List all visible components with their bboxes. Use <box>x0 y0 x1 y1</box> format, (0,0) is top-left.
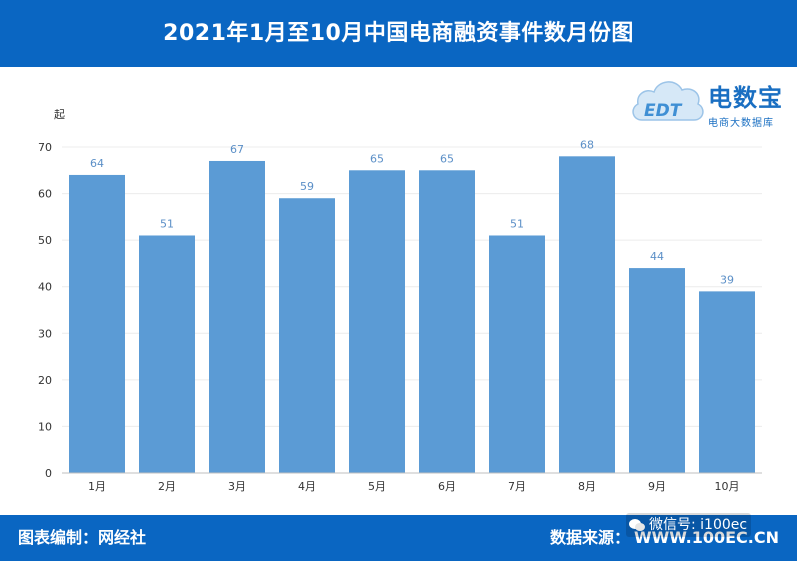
bar <box>629 268 685 473</box>
logo-sub-text: 电商大数据库 <box>708 118 774 129</box>
bar <box>139 235 195 473</box>
x-tick-label: 8月 <box>578 480 596 493</box>
y-tick-label: 40 <box>38 281 52 294</box>
bar <box>279 198 335 473</box>
bar <box>699 291 755 473</box>
x-tick-label: 7月 <box>508 480 526 493</box>
watermark: 微信号: i100ec <box>626 513 752 537</box>
data-label: 68 <box>580 138 594 151</box>
data-label: 59 <box>300 180 314 193</box>
x-tick-label: 2月 <box>158 480 176 493</box>
bar <box>209 160 265 473</box>
x-tick-label: 10月 <box>715 480 740 493</box>
x-tick-label: 5月 <box>368 480 386 493</box>
wechat-icon <box>629 519 645 531</box>
footer-source-label: 数据来源： <box>549 528 630 547</box>
x-tick-label: 1月 <box>88 480 106 493</box>
x-tick-label: 3月 <box>228 480 246 493</box>
bar <box>559 156 615 474</box>
y-tick-label: 60 <box>38 188 52 201</box>
footer-source-url: WWW.100EC.CN <box>634 528 779 547</box>
y-tick-label: 0 <box>45 467 52 480</box>
bar-chart: 0 10 20 30 40 50 60 70 起 64 1月 51 2月 67 3月 59 4月 65 5月 65 6月… <box>38 108 762 493</box>
data-label: 51 <box>160 217 174 230</box>
y-tick-label: 10 <box>38 420 52 433</box>
bar <box>69 174 125 473</box>
y-tick-label: 50 <box>38 234 52 247</box>
watermark-text: 微信号: i100ec <box>649 517 748 533</box>
data-label: 51 <box>510 217 524 230</box>
data-label: 44 <box>650 250 664 263</box>
x-tick-label: 6月 <box>438 480 456 493</box>
logo: EDT 电数宝 电商大数据库 <box>628 72 793 134</box>
footer-bar: 图表编制：网经社 数据来源： WWW.100EC.CN <box>0 515 797 561</box>
bar <box>349 170 405 474</box>
y-tick-label: 70 <box>38 141 52 154</box>
bar <box>489 235 545 473</box>
data-label: 67 <box>230 143 244 156</box>
logo-icon-text: EDT <box>644 101 683 121</box>
x-tick-label: 4月 <box>298 480 316 493</box>
x-tick-label: 9月 <box>648 480 666 493</box>
cloud-logo-icon: EDT <box>632 81 704 121</box>
y-tick-label: 20 <box>38 374 52 387</box>
bar <box>419 170 475 474</box>
data-label: 39 <box>720 273 734 286</box>
header-bar: 2021年1月至10月中国电商融资事件数月份图 <box>0 0 797 67</box>
data-label: 65 <box>440 152 454 165</box>
footer-source: 数据来源： WWW.100EC.CN <box>550 515 779 561</box>
data-label: 64 <box>90 157 104 170</box>
data-label: 65 <box>370 152 384 165</box>
footer-credit: 图表编制：网经社 <box>18 528 147 547</box>
y-axis-unit: 起 <box>54 108 65 121</box>
y-tick-label: 30 <box>38 327 52 340</box>
chart-title: 2021年1月至10月中国电商融资事件数月份图 <box>163 21 634 46</box>
logo-main-text: 电数宝 <box>708 84 783 112</box>
